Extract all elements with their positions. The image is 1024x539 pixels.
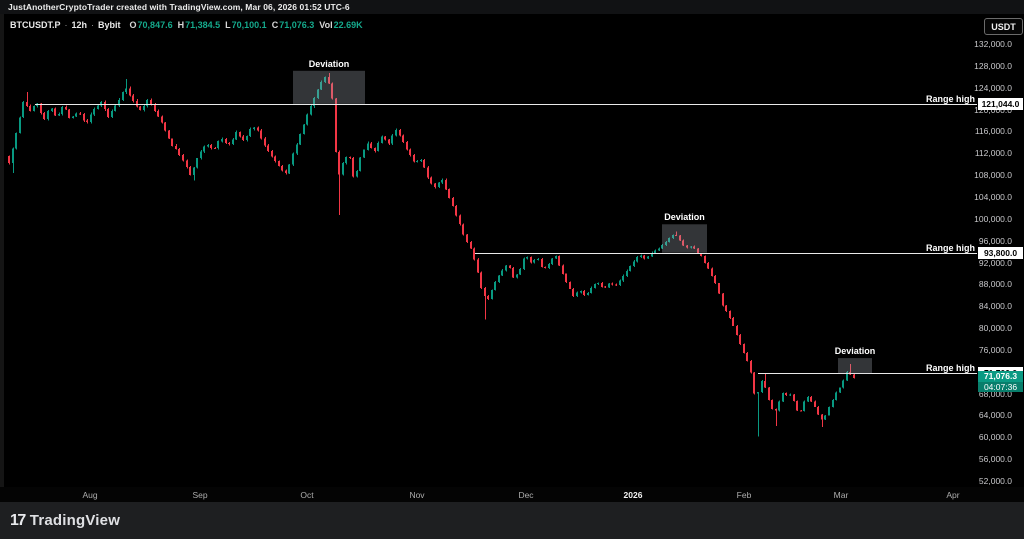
time-scale[interactable]: Aug Sep Oct Nov Dec 2026 Feb Mar Apr: [0, 487, 1024, 502]
symbol-name[interactable]: BTCUSDT.P: [10, 20, 61, 30]
price-tick-label: 132,000.0: [974, 39, 1012, 49]
time-tick-label: Dec: [518, 490, 534, 500]
legend-separator: ·: [91, 20, 95, 30]
price-tick-label: 108,000.0: [974, 170, 1012, 181]
tradingview-logo-icon[interactable]: 17: [10, 511, 26, 529]
last-price-tag: 71,076.3 04:07:36: [978, 370, 1023, 392]
time-tick-label: Sep: [192, 490, 208, 500]
legend-field-label: C: [271, 20, 279, 30]
legend-field-label: H: [177, 20, 185, 30]
bar-countdown: 04:07:36: [978, 381, 1023, 392]
attribution-text: JustAnotherCryptoTrader created with Tra…: [8, 2, 350, 12]
range-high-label[interactable]: Range high: [926, 242, 975, 253]
currency-toggle-button[interactable]: USDT: [984, 18, 1023, 35]
legend-field: C71,076.3: [272, 20, 315, 30]
deviation-label[interactable]: Deviation: [834, 346, 876, 357]
legend-field-label: O: [129, 20, 137, 30]
legend-field-value: 22.69K: [333, 20, 363, 30]
price-tick-label: 64,000.0: [978, 410, 1012, 421]
time-tick-label: Nov: [409, 490, 425, 500]
legend-field-label: Vol: [319, 20, 333, 30]
legend-field-label: L: [225, 20, 231, 30]
deviation-boxes-layer: [293, 70, 872, 374]
price-tick-label: 104,000.0: [974, 191, 1012, 202]
deviation-box[interactable]: [838, 358, 872, 374]
tradingview-brand[interactable]: TradingView: [29, 512, 121, 529]
time-tick-label: Feb: [736, 490, 752, 500]
time-tick-label: Oct: [300, 490, 314, 500]
chart-left-edge: [0, 14, 4, 502]
range-high-label[interactable]: Range high: [926, 93, 975, 104]
legend-field-value: 70,847.6: [137, 20, 173, 30]
range-lines-layer: [35, 104, 977, 374]
price-tick-label: 56,000.0: [978, 454, 1012, 465]
time-tick-label: Aug: [82, 490, 98, 500]
time-tick-label: 2026: [623, 490, 643, 500]
attribution-bar: JustAnotherCryptoTrader created with Tra…: [0, 0, 1024, 14]
price-tick-label: 68,000.0: [978, 388, 1012, 399]
price-tick-label: 88,000.0: [978, 279, 1012, 290]
price-tick-label: 84,000.0: [978, 301, 1012, 312]
legend-field: L70,100.1: [225, 20, 267, 30]
price-tick-label: 76,000.0: [978, 344, 1012, 355]
price-tick-label: 112,000.0: [974, 148, 1012, 159]
range-high-price-tag: 121,044.0: [978, 97, 1023, 110]
price-tick-label: 80,000.0: [978, 323, 1012, 334]
symbol-legend: BTCUSDT.P · 12h · Bybit O70,847.6 H71,384…: [10, 20, 363, 30]
range-high-label[interactable]: Range high: [926, 362, 975, 373]
legend-field-value: 71,076.3: [279, 20, 315, 30]
footer-bar: 17 TradingView: [0, 502, 1024, 539]
legend-field: H71,384.5: [178, 20, 221, 30]
price-tick-label: 116,000.0: [974, 126, 1012, 137]
price-tick-label: 52,000.0: [978, 476, 1012, 486]
price-tick-label: 60,000.0: [978, 432, 1012, 443]
legend-separator: ·: [64, 20, 68, 30]
deviation-label[interactable]: Deviation: [664, 212, 705, 223]
price-tick-label: 128,000.0: [974, 60, 1012, 71]
range-high-price-tag: 93,800.0: [978, 246, 1023, 259]
deviation-label[interactable]: Deviation: [308, 58, 350, 69]
deviation-box[interactable]: [662, 224, 707, 253]
legend-field-value: 71,384.5: [185, 20, 221, 30]
exchange-label: Bybit: [98, 20, 121, 30]
deviation-box[interactable]: [293, 70, 365, 104]
ohlc-values: O70,847.6 H71,384.5 L70,100.1 C71,076.3 Vol2…: [125, 20, 363, 30]
last-price-value: 71,076.3: [983, 370, 1018, 381]
price-tick-label: 124,000.0: [974, 82, 1012, 93]
time-tick-label: Apr: [946, 490, 960, 500]
price-tick-label: 96,000.0: [978, 235, 1012, 246]
legend-field-value: 70,100.1: [231, 20, 267, 30]
price-tick-label: 92,000.0: [978, 257, 1012, 268]
time-tick-label: Mar: [833, 490, 849, 500]
legend-field: Vol22.69K: [319, 20, 362, 30]
legend-field: O70,847.6: [130, 20, 173, 30]
interval-label[interactable]: 12h: [71, 20, 88, 30]
candles-layer: [8, 73, 855, 437]
price-tick-label: 100,000.0: [974, 213, 1012, 224]
